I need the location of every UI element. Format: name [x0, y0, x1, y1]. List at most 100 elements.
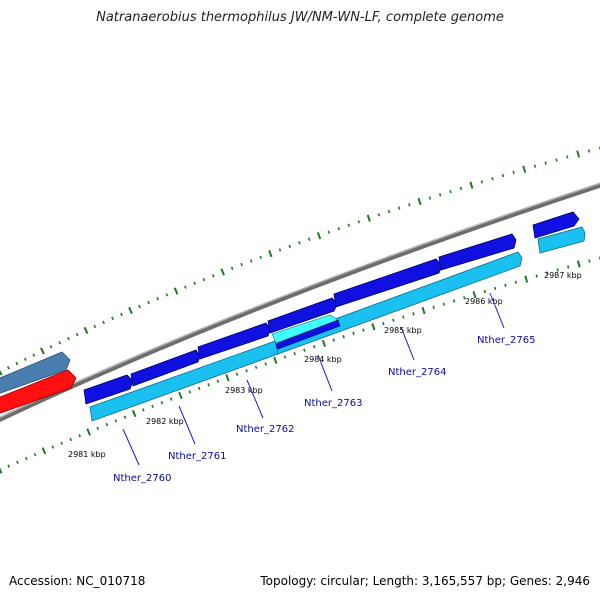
outer-tick	[220, 268, 225, 276]
outer-tick	[288, 244, 291, 249]
gene-label-2765[interactable]: Nther_2765	[477, 335, 535, 346]
inner-tick	[556, 268, 559, 272]
inner-tick	[123, 415, 127, 419]
inner-tick	[105, 422, 109, 427]
outer-tick	[533, 164, 537, 168]
outer-tick	[32, 353, 36, 357]
gene-label-2762[interactable]: Nther_2762	[236, 424, 294, 435]
outer-tick	[576, 150, 581, 158]
inner-tick	[197, 386, 201, 391]
outer-tick	[587, 149, 591, 153]
inner-tick	[362, 328, 365, 332]
inner-tick	[493, 286, 497, 291]
inner-tick	[504, 283, 507, 287]
outer-tick	[40, 347, 45, 355]
inner-tick	[412, 312, 415, 316]
outer-tick	[0, 369, 3, 376]
kbp-label-2987: 2987 kbp	[544, 271, 582, 280]
kbp-label-2983: 2983 kbp	[225, 386, 263, 395]
leader-line-2760	[122, 428, 140, 466]
outer-tick	[6, 366, 10, 370]
inner-tick	[567, 265, 570, 269]
gene-label-2761[interactable]: Nther_2761	[168, 451, 226, 462]
outer-tick	[183, 285, 187, 289]
inner-tick	[483, 289, 486, 294]
outer-tick	[193, 281, 196, 286]
inner-tick	[235, 372, 239, 376]
outer-tick	[408, 203, 411, 207]
inner-tick	[421, 306, 426, 315]
inner-tick	[303, 348, 306, 352]
inner-tick	[352, 331, 355, 336]
inner-tick	[432, 305, 435, 310]
outer-tick	[128, 306, 133, 315]
outer-tick	[75, 332, 79, 337]
inner-tick	[576, 260, 581, 268]
inner-tick	[463, 296, 466, 300]
inner-tick	[160, 401, 164, 405]
gene-arrow-2761-forward[interactable]	[130, 349, 201, 387]
red-feature[interactable]	[0, 369, 77, 415]
gene-arrow-next-forward[interactable]	[532, 211, 580, 239]
gene-arrow-2762-forward[interactable]	[197, 322, 271, 360]
outer-tick	[327, 230, 331, 234]
gene-labels: Nther_2760 Nther_2761 Nther_2762 Nther_2…	[113, 335, 535, 484]
accession-text: Accession: NC_010718	[9, 574, 146, 588]
outer-tick	[249, 259, 253, 263]
outer-tick	[522, 165, 527, 173]
inner-tick	[545, 271, 549, 275]
kbp-label-2981: 2981 kbp	[68, 450, 106, 459]
outer-tick	[165, 293, 169, 297]
gene-label-2764[interactable]: Nther_2764	[388, 367, 446, 378]
outer-tick	[347, 223, 351, 227]
outer-tick	[377, 213, 381, 217]
inner-tick	[216, 379, 220, 383]
inner-tick	[371, 323, 376, 331]
outer-tick	[544, 161, 547, 165]
gene-arrow-2763-inner[interactable]	[275, 319, 341, 350]
inner-tick	[332, 338, 336, 342]
gene-arrow-next-reverse[interactable]	[537, 226, 586, 254]
inner-tick-ring	[0, 256, 600, 474]
outer-tick	[387, 209, 391, 214]
inner-tick	[178, 391, 183, 400]
inner-tick	[0, 467, 3, 474]
inner-tick	[51, 445, 55, 449]
outer-tick	[555, 158, 558, 162]
outer-tick	[337, 227, 341, 231]
outer-tick	[501, 173, 505, 178]
inner-tick	[588, 259, 591, 263]
grey-feature[interactable]	[0, 351, 71, 395]
inner-tick	[131, 409, 137, 418]
leader-line-2761	[178, 405, 196, 445]
gene-arrow-2761-2763-reverse[interactable]	[274, 251, 523, 355]
inner-tick	[442, 302, 446, 306]
inner-tick	[188, 390, 192, 394]
inner-tick	[69, 437, 73, 442]
inner-tick	[264, 362, 267, 366]
outer-tick	[23, 357, 27, 362]
gene-arrow-2760-forward[interactable]	[83, 374, 134, 405]
gene-label-2760[interactable]: Nther_2760	[113, 473, 171, 484]
inner-tick	[142, 408, 145, 412]
outer-tick	[49, 345, 53, 349]
inner-tick	[472, 291, 477, 299]
outer-tick	[566, 155, 569, 159]
gene-label-lines	[122, 292, 505, 466]
inner-tick	[41, 447, 47, 455]
gene-arrow-2765-forward[interactable]	[438, 233, 517, 271]
inner-tick	[16, 460, 19, 465]
outer-tick-ring	[0, 146, 600, 376]
inner-tick	[283, 355, 287, 359]
outer-tick	[156, 296, 160, 301]
gene-label-2763[interactable]: Nther_2763	[304, 398, 362, 409]
inner-tick	[33, 452, 37, 457]
inner-tick	[293, 351, 296, 356]
outer-tick	[459, 186, 463, 191]
leader-line-2762	[246, 379, 264, 419]
outer-tick	[417, 197, 422, 206]
gene-arrow-2763-forward[interactable]	[267, 297, 338, 334]
outer-tick	[268, 249, 273, 258]
outer-tick	[202, 277, 206, 282]
